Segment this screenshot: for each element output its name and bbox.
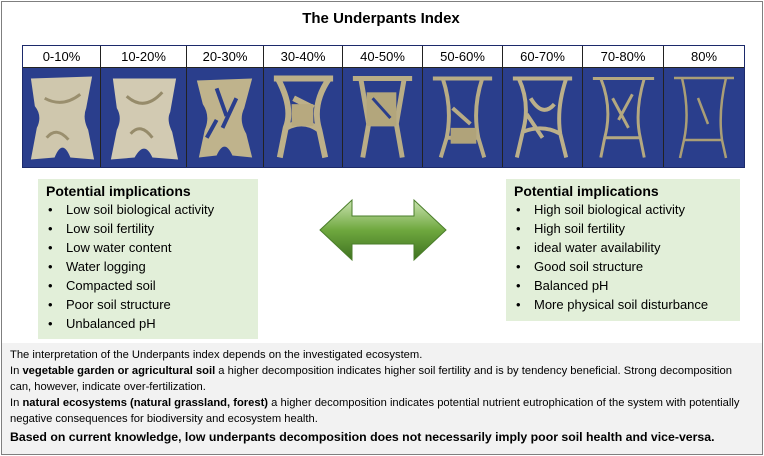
list-item: Balanced pH [514,276,734,295]
underpants-photo [583,68,663,167]
implication-list: Low soil biological activity Low soil fe… [46,200,252,333]
note-text: In [10,365,23,377]
note-line: The interpretation of the Underpants ind… [10,349,423,361]
list-item: ideal water availability [514,238,734,257]
stage-label: 70-80% [583,46,663,68]
underpants-photo [187,68,263,167]
list-item: Low soil biological activity [46,200,252,219]
low-decomposition-implications: Potential implications Low soil biologic… [38,179,258,339]
stage-cell: 10-20% [101,46,187,167]
list-item: Unbalanced pH [46,314,252,333]
note-emphasis: natural ecosystems (natural grassland, f… [22,397,269,409]
stage-label: 0-10% [23,46,100,68]
decomposition-strip: 0-10% 10-20% 20-30% 30-40% 40-50% 50-60% [22,45,745,168]
stage-cell: 70-80% [583,46,664,167]
stage-cell: 20-30% [187,46,264,167]
conclusion: Based on current knowledge, low underpan… [10,430,715,444]
note-text: a higher decomposition indicates higher … [10,365,732,393]
list-item: Water logging [46,257,252,276]
stage-label: 60-70% [503,46,582,68]
high-decomposition-implications: Potential implications High soil biologi… [506,179,740,321]
list-item: Low water content [46,238,252,257]
list-item: Good soil structure [514,257,734,276]
stage-cell: 50-60% [423,46,503,167]
list-item: More physical soil disturbance [514,295,734,314]
note-emphasis: vegetable garden or agricultural soil [22,365,216,377]
stage-label: 10-20% [101,46,186,68]
box-heading: Potential implications [46,183,191,199]
stage-label: 20-30% [187,46,263,68]
figure-title: The Underpants Index [302,10,460,27]
underpants-photo [423,68,502,167]
list-item: Compacted soil [46,276,252,295]
box-heading: Potential implications [514,183,659,199]
underpants-photo [343,68,422,167]
stage-cell: 80% [664,46,744,167]
underpants-photo [101,68,186,167]
list-item: High soil biological activity [514,200,734,219]
stage-label: 30-40% [264,46,342,68]
underpants-photo [503,68,582,167]
list-item: Poor soil structure [46,295,252,314]
underpants-photo [664,68,744,167]
stage-cell: 60-70% [503,46,583,167]
stage-label: 50-60% [423,46,502,68]
underpants-photo [264,68,342,167]
stage-cell: 40-50% [343,46,423,167]
list-item: High soil fertility [514,219,734,238]
implication-list: High soil biological activity High soil … [514,200,734,314]
note-line: In vegetable garden or agricultural soil… [10,363,754,395]
stage-label: 40-50% [343,46,422,68]
double-arrow-icon [319,198,447,262]
interpretation-note: The interpretation of the Underpants ind… [2,343,762,454]
note-text: a higher decomposition indicates potenti… [10,397,740,425]
note-text: In [10,397,23,409]
stage-cell: 30-40% [264,46,343,167]
stage-label: 80% [664,46,744,68]
note-line: In natural ecosystems (natural grassland… [10,395,754,427]
underpants-photo [23,68,100,167]
list-item: Low soil fertility [46,219,252,238]
stage-cell: 0-10% [23,46,101,167]
